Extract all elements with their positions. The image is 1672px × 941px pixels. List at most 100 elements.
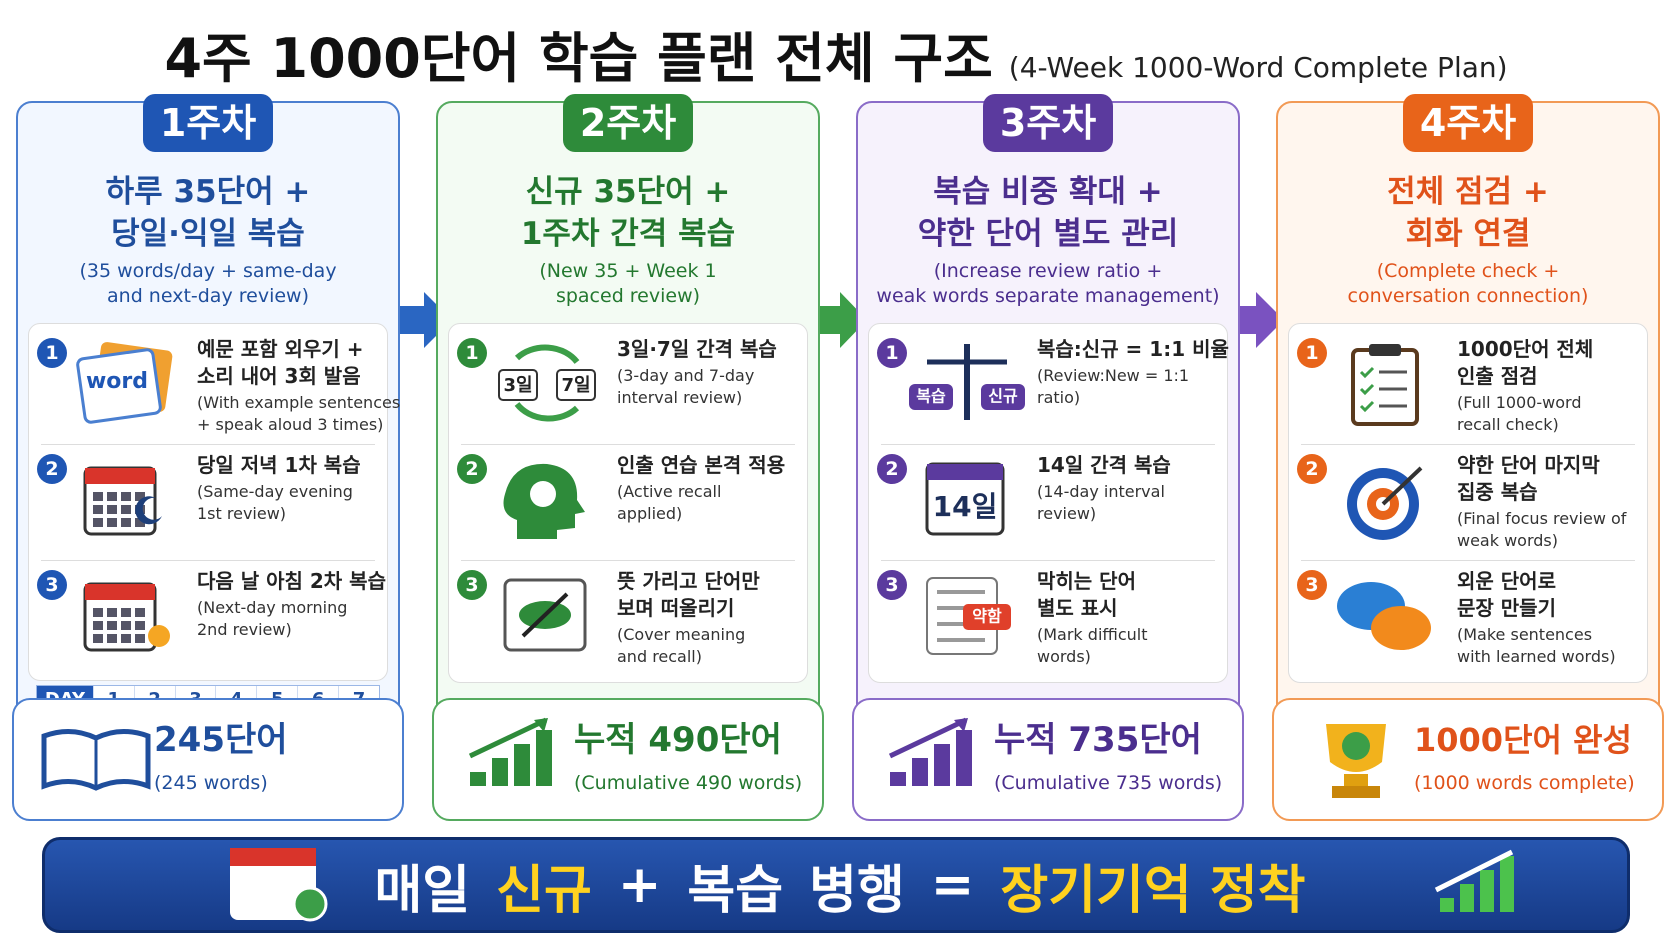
item-english: (3-day and 7-day — [617, 366, 755, 385]
total-english: (245 words) — [154, 772, 268, 794]
icon-shape — [521, 592, 569, 638]
icon-label: 약함 — [972, 607, 1002, 626]
total-box: 1000단어 완성 (1000 words complete) — [1272, 698, 1664, 821]
week-badge: 4주차 — [1403, 94, 1533, 152]
icon-shape — [468, 717, 548, 759]
item-korean: 외운 단어로 — [1457, 569, 1556, 593]
week-heading: 1주차 간격 복습 — [520, 216, 736, 252]
arrow — [398, 292, 452, 348]
week-english: (Complete check + — [1376, 260, 1560, 282]
item-english: ratio) — [1037, 388, 1081, 407]
item-english: (14-day interval — [1037, 482, 1165, 501]
item-korean: 인출 연습 본격 적용 — [617, 453, 786, 477]
icon-shape — [1332, 786, 1380, 798]
week-badge: 2주차 — [563, 94, 693, 152]
total-main: 245단어 — [154, 720, 288, 760]
icon-shape — [135, 496, 162, 525]
item-number: 1 — [37, 338, 67, 368]
icon-shape — [1381, 466, 1423, 506]
item-divider — [1301, 444, 1635, 445]
item-korean: 예문 포함 외우기 + — [197, 337, 364, 361]
icon-shape — [121, 621, 131, 630]
footer-word: 장기기억 정착 — [1000, 860, 1306, 921]
item-divider — [41, 444, 375, 445]
footer-word: 매일 — [374, 860, 471, 921]
week-heading: 약한 단어 별도 관리 — [917, 216, 1179, 252]
total-icon — [888, 717, 972, 786]
item-divider — [1301, 560, 1635, 561]
item-icon: 3일 7일 — [498, 344, 596, 422]
icon-shape — [93, 518, 103, 527]
icon-shape — [135, 634, 145, 643]
icon-shape — [93, 505, 103, 514]
footer-word: 신규 — [496, 860, 592, 921]
icon-shape — [954, 718, 968, 732]
icon-shape — [909, 384, 953, 410]
item-english: recall check) — [1457, 415, 1559, 434]
icon-shape — [107, 608, 117, 617]
total-main: 누적 490단어 — [574, 720, 782, 760]
icon-shape — [981, 384, 1025, 410]
total-english: (1000 words complete) — [1414, 772, 1635, 794]
total-main: 누적 735단어 — [994, 720, 1202, 760]
icon-shape — [1371, 606, 1431, 650]
icon-shape — [1369, 344, 1401, 356]
item-number: 1 — [1297, 338, 1327, 368]
icon-shape — [912, 758, 928, 786]
total-english: (Cumulative 490 words) — [574, 772, 803, 794]
item-english: words) — [1037, 647, 1091, 666]
week-heading: 복습 비중 확대 + — [933, 174, 1163, 210]
week-heading: 신규 35단어 + — [525, 174, 731, 210]
item-number: 2 — [1297, 454, 1327, 484]
icon-shape — [470, 772, 486, 786]
item-number: 2 — [37, 454, 67, 484]
icon-shape — [1342, 732, 1370, 760]
item-english: (Final focus review of — [1457, 509, 1627, 528]
title: 4주 1000단어 학습 플랜 전체 구조 — [164, 27, 993, 90]
item-english: applied) — [617, 504, 683, 523]
item-icon — [83, 466, 162, 536]
item-english: (Full 1000-word — [1457, 393, 1582, 412]
icon-shape — [107, 621, 117, 630]
icon-shape — [121, 608, 131, 617]
icon-shape — [135, 608, 145, 617]
footer-word: = — [930, 855, 975, 915]
item-english: weak words) — [1457, 531, 1558, 550]
item-icon — [1337, 582, 1431, 650]
arrow — [1230, 292, 1284, 348]
icon-shape — [148, 625, 170, 647]
item-korean: 당일 저녁 1차 복습 — [197, 453, 361, 477]
item-english: (Next-day morning — [197, 598, 348, 617]
icon-label: 신규 — [988, 387, 1018, 406]
week-english: (Increase review ratio + — [933, 260, 1163, 282]
icon-shape — [536, 730, 552, 786]
icon-shape — [934, 744, 950, 786]
total-box: 누적 735단어 (Cumulative 735 words) — [852, 698, 1244, 821]
icon-shape — [534, 718, 548, 732]
icon-label: word — [86, 369, 148, 394]
week-english: (New 35 + Week 1 — [539, 260, 717, 282]
icon-shape — [93, 621, 103, 630]
icon-shape — [107, 492, 117, 501]
item-korean: 14일 간격 복습 — [1037, 453, 1171, 477]
item-korean: 막히는 단어 — [1037, 569, 1136, 593]
item-icon: word — [76, 342, 173, 424]
item-icon — [503, 578, 587, 652]
item-english: (With example sentences — [197, 393, 401, 412]
icon-label: 7일 — [561, 375, 590, 396]
week-english: (35 words/day + same-day — [79, 260, 337, 282]
icon-shape — [93, 608, 103, 617]
icon-shape — [76, 348, 162, 424]
total-icon — [1326, 724, 1386, 798]
icon-shape — [890, 772, 906, 786]
week-badge: 1주차 — [143, 94, 273, 152]
item-divider — [461, 560, 795, 561]
week-badge: 3주차 — [983, 94, 1113, 152]
item-korean: 별도 표시 — [1037, 596, 1118, 620]
item-text: 예문 포함 외우기 + 소리 내어 3회 발음 (With example sent… — [197, 336, 400, 442]
icon-shape — [888, 717, 968, 759]
item-english: with learned words) — [1457, 647, 1616, 666]
icon-shape — [107, 518, 117, 527]
item-english: (Cover meaning — [617, 625, 746, 644]
